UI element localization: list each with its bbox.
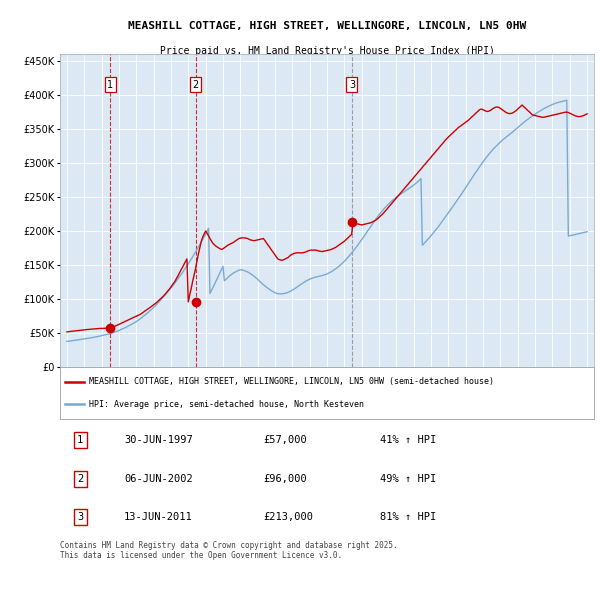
- Text: 2: 2: [77, 474, 83, 484]
- Text: 1: 1: [107, 80, 113, 90]
- Text: MEASHILL COTTAGE, HIGH STREET, WELLINGORE, LINCOLN, LN5 0HW (semi-detached house: MEASHILL COTTAGE, HIGH STREET, WELLINGOR…: [89, 377, 494, 386]
- Text: 13-JUN-2011: 13-JUN-2011: [124, 512, 193, 522]
- Text: 30-JUN-1997: 30-JUN-1997: [124, 435, 193, 445]
- Text: Contains HM Land Registry data © Crown copyright and database right 2025.
This d: Contains HM Land Registry data © Crown c…: [60, 541, 398, 560]
- Text: 3: 3: [77, 512, 83, 522]
- Text: £57,000: £57,000: [263, 435, 307, 445]
- Text: 3: 3: [349, 80, 355, 90]
- Text: 49% ↑ HPI: 49% ↑ HPI: [380, 474, 437, 484]
- Text: 2: 2: [193, 80, 199, 90]
- Text: HPI: Average price, semi-detached house, North Kesteven: HPI: Average price, semi-detached house,…: [89, 399, 364, 409]
- Text: Price paid vs. HM Land Registry's House Price Index (HPI): Price paid vs. HM Land Registry's House …: [160, 46, 494, 56]
- Text: 1: 1: [77, 435, 83, 445]
- Text: 41% ↑ HPI: 41% ↑ HPI: [380, 435, 437, 445]
- Text: MEASHILL COTTAGE, HIGH STREET, WELLINGORE, LINCOLN, LN5 0HW: MEASHILL COTTAGE, HIGH STREET, WELLINGOR…: [128, 21, 526, 31]
- Text: 06-JUN-2002: 06-JUN-2002: [124, 474, 193, 484]
- Text: £96,000: £96,000: [263, 474, 307, 484]
- Text: £213,000: £213,000: [263, 512, 313, 522]
- Text: 81% ↑ HPI: 81% ↑ HPI: [380, 512, 437, 522]
